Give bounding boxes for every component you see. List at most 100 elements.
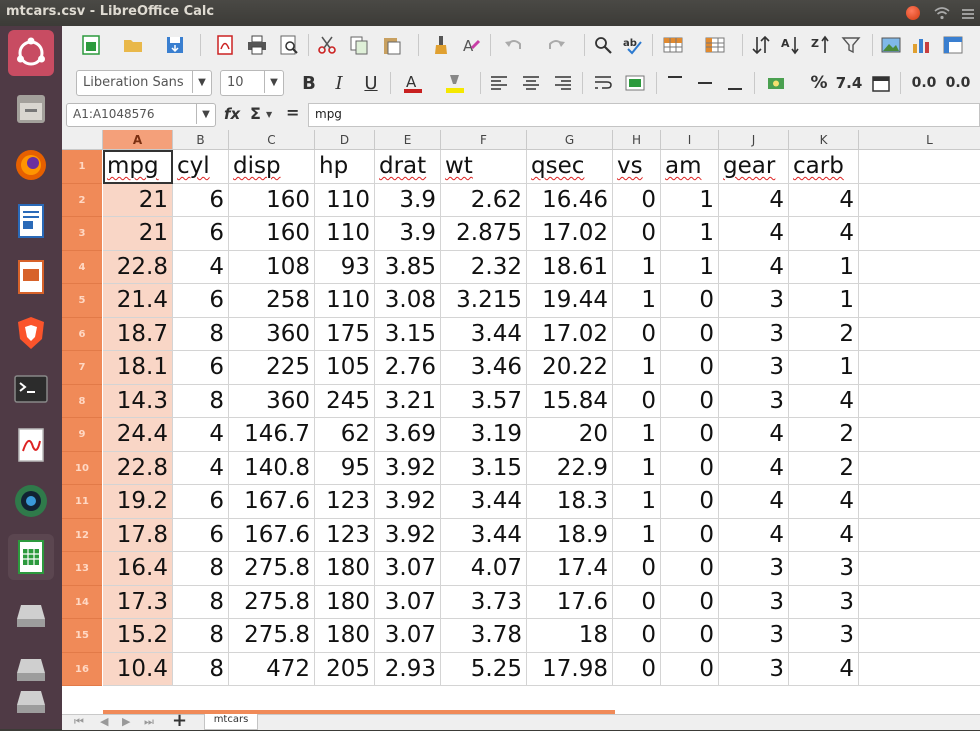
table-cell[interactable]: 1	[613, 418, 661, 452]
table-cell[interactable]: 160	[229, 217, 315, 251]
table-cell[interactable]: 0	[613, 652, 661, 686]
table-cell[interactable]: 3.07	[375, 619, 441, 653]
table-cell[interactable]: 140.8	[229, 451, 315, 485]
table-cell[interactable]: am	[661, 150, 719, 184]
new-document-icon[interactable]	[78, 32, 104, 58]
table-cell[interactable]: 0	[661, 384, 719, 418]
drive-1-icon[interactable]	[8, 592, 54, 638]
table-cell[interactable]: 3.57	[441, 384, 527, 418]
table-cell[interactable]: 18.1	[103, 351, 173, 385]
sheet-tab-mtcars[interactable]: mtcars	[204, 714, 258, 730]
column-header-j[interactable]: J	[719, 130, 789, 150]
table-cell[interactable]: 0	[661, 518, 719, 552]
table-cell[interactable]: 18.61	[527, 250, 613, 284]
table-cell[interactable]: 167.6	[229, 518, 315, 552]
column-header-e[interactable]: E	[375, 130, 441, 150]
table-cell[interactable]: 4	[173, 451, 229, 485]
table-cell[interactable]: 360	[229, 317, 315, 351]
export-pdf-icon[interactable]	[212, 32, 238, 58]
table-cell[interactable]: 2	[789, 451, 859, 485]
table-cell[interactable]	[859, 217, 980, 251]
table-cell[interactable]: 17.6	[527, 585, 613, 619]
add-decimal-button[interactable]: 0.0	[911, 75, 937, 91]
table-cell[interactable]: 3	[719, 317, 789, 351]
table-cell[interactable]	[859, 619, 980, 653]
camera-icon[interactable]	[8, 478, 54, 524]
horizontal-scrollbar[interactable]	[103, 710, 615, 714]
table-cell[interactable]: 18.3	[527, 485, 613, 519]
table-cell[interactable]: 3.07	[375, 552, 441, 586]
table-cell[interactable]: 17.98	[527, 652, 613, 686]
table-cell[interactable]	[859, 318, 980, 351]
table-cell[interactable]: 0	[661, 485, 719, 519]
function-wizard-button[interactable]: fx	[224, 105, 241, 123]
table-cell[interactable]: 180	[315, 585, 375, 619]
table-cell[interactable]: 21	[103, 183, 173, 217]
table-cell[interactable]: 275.8	[229, 619, 315, 653]
row-header[interactable]: 1	[62, 150, 102, 184]
table-cell[interactable]: 4	[789, 652, 859, 686]
row-header[interactable]: 5	[62, 284, 102, 318]
find-replace-icon[interactable]	[590, 32, 616, 58]
chevron-down-icon[interactable]: ▼	[196, 104, 215, 124]
table-cell[interactable]: 1	[613, 485, 661, 519]
underline-button[interactable]: U	[364, 72, 378, 94]
table-cell[interactable]: 10.4	[103, 652, 173, 686]
table-cell[interactable]: 205	[315, 652, 375, 686]
copy-icon[interactable]	[346, 32, 372, 58]
table-cell[interactable]: 1	[613, 451, 661, 485]
table-cell[interactable]: 5.25	[441, 652, 527, 686]
menu-icon[interactable]	[960, 6, 974, 20]
sort-icon[interactable]	[748, 32, 774, 58]
next-sheet-icon[interactable]: ▶	[122, 715, 131, 728]
table-cell[interactable]: 1	[613, 351, 661, 385]
table-cell[interactable]	[859, 351, 980, 385]
table-cell[interactable]: 1	[613, 250, 661, 284]
table-cell[interactable]: 3	[719, 284, 789, 318]
table-cell[interactable]: 8	[173, 652, 229, 686]
spelling-icon[interactable]: ab	[620, 32, 646, 58]
table-cell[interactable]: 3	[719, 585, 789, 619]
table-cell[interactable]	[859, 485, 980, 519]
chevron-down-icon[interactable]: ▼	[264, 71, 283, 93]
table-cell[interactable]: 0	[613, 183, 661, 217]
table-cell[interactable]: 8	[173, 552, 229, 586]
table-cell[interactable]: 3.44	[441, 485, 527, 519]
table-cell[interactable]: 123	[315, 518, 375, 552]
table-cell[interactable]: disp	[229, 150, 315, 184]
row-header[interactable]: 9	[62, 418, 102, 452]
table-cell[interactable]: 4	[719, 518, 789, 552]
table-cell[interactable]	[859, 586, 980, 619]
row-header[interactable]: 4	[62, 250, 102, 284]
table-cell[interactable]: 472	[229, 652, 315, 686]
table-cell[interactable]: 8	[173, 619, 229, 653]
table-cell[interactable]: 4	[719, 418, 789, 452]
table-cell[interactable]: vs	[613, 150, 661, 184]
table-cell[interactable]: gear	[719, 150, 789, 184]
column-header-d[interactable]: D	[315, 130, 375, 150]
table-cell[interactable]	[859, 150, 980, 184]
row-header[interactable]: 7	[62, 351, 102, 385]
table-cell[interactable]: 2.875	[441, 217, 527, 251]
table-cell[interactable]: 3.92	[375, 451, 441, 485]
table-cell[interactable]: 4	[789, 217, 859, 251]
table-cell[interactable]: 17.02	[527, 317, 613, 351]
open-folder-icon[interactable]	[118, 32, 148, 58]
table-cell[interactable]: 3.19	[441, 418, 527, 452]
table-cell[interactable]	[859, 552, 980, 586]
align-bottom-icon[interactable]	[722, 70, 748, 96]
table-cell[interactable]	[859, 452, 980, 485]
table-cell[interactable]: qsec	[527, 150, 613, 184]
formula-button[interactable]: =	[286, 103, 300, 122]
table-cell[interactable]: 258	[229, 284, 315, 318]
row-header[interactable]: 16	[62, 652, 102, 686]
table-cell[interactable]: 16.46	[527, 183, 613, 217]
table-cell[interactable]: 275.8	[229, 552, 315, 586]
table-cell[interactable]: 95	[315, 451, 375, 485]
row-icon[interactable]	[658, 32, 688, 58]
clear-formatting-icon[interactable]: A	[458, 32, 484, 58]
table-cell[interactable]: 0	[661, 418, 719, 452]
table-cell[interactable]: 8	[173, 317, 229, 351]
table-cell[interactable]: 0	[661, 351, 719, 385]
table-cell[interactable]: 4	[173, 418, 229, 452]
